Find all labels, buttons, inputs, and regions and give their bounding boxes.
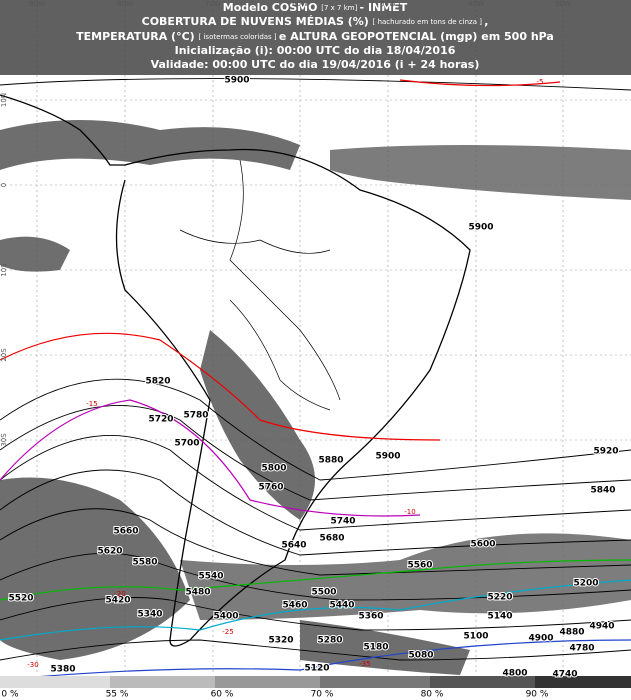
longitude-label: 50W [380, 0, 396, 8]
contour-label: 5880 [318, 456, 343, 466]
title-line: Inicialização (i): 00:00 UTC do dia 18/0… [175, 44, 456, 57]
borders [179, 159, 341, 411]
contour-label: 5780 [183, 411, 208, 421]
latitude-label: 0 [0, 183, 8, 187]
legend-label: 90 % [526, 690, 549, 700]
contour-label: 5320 [268, 636, 293, 646]
isotherm-label: -25 [222, 628, 233, 636]
title-line: COBERTURA DE NUVENS MÉDIAS (%) [ hachura… [142, 15, 489, 28]
contour-label: 5100 [463, 632, 488, 642]
contour-label: 4940 [589, 622, 614, 632]
contour-label: 5620 [97, 547, 122, 557]
title-part: , [484, 15, 488, 28]
title-line: Validade: 00:00 UTC do dia 19/04/2016 (i… [151, 58, 480, 71]
contour-label: 5820 [145, 377, 170, 387]
contour-label: 5280 [317, 636, 342, 646]
latitude-label: 10S [0, 263, 8, 277]
title-line: Modelo COSMO [7 x 7 km] - INMET [223, 1, 408, 14]
longitude-label: 30W [555, 0, 571, 8]
coastline [0, 94, 471, 647]
contour-label: 5460 [282, 601, 307, 611]
isotherm-label: -20 [114, 590, 125, 598]
contour-label: 5920 [593, 447, 618, 457]
contour-label: 5680 [319, 534, 344, 544]
contour-label: 5720 [148, 415, 173, 425]
isotherm-label: -30 [27, 661, 38, 669]
title-banner [0, 0, 631, 75]
contour-label: 5800 [261, 464, 286, 474]
contour-label: 5120 [304, 664, 329, 674]
contour-label: 5180 [363, 643, 388, 653]
longitude-label: 70W [205, 0, 221, 8]
latitude-label: 20S [0, 348, 8, 362]
isotherms [0, 79, 631, 681]
contour-label: 5900 [224, 76, 249, 86]
contour-label: 5440 [329, 601, 354, 611]
contour-label: 5200 [573, 579, 598, 589]
isotherm-label: -5 [537, 78, 544, 86]
contour-label: 5740 [330, 517, 355, 527]
latitude-label: 10N [0, 93, 8, 107]
grid [0, 0, 631, 675]
title-part: COBERTURA DE NUVENS MÉDIAS (%) [142, 15, 373, 28]
contour-label: 5760 [258, 483, 283, 493]
title-part: [ hachurado em tons de cinza ] [373, 18, 485, 26]
contour-label: 5360 [358, 612, 383, 622]
contour-label: 5580 [132, 558, 157, 568]
contour-label: 5500 [311, 588, 336, 598]
cloud-cover [0, 120, 631, 675]
legend-label: 0 % [1, 690, 19, 700]
contour-label: 5540 [198, 572, 223, 582]
legend-label: 55 % [106, 690, 129, 700]
contour-label: 4900 [528, 634, 553, 644]
contour-label: 5420 [105, 596, 130, 606]
legend-label: 70 % [311, 690, 334, 700]
contour-label: 5080 [408, 651, 433, 661]
contour-label: 5640 [281, 541, 306, 551]
title-part: Validade: 00:00 UTC do dia 19/04/2016 (i… [151, 58, 480, 71]
contour-label: 4780 [569, 644, 594, 654]
legend-label: 80 % [421, 690, 444, 700]
contour-label: 5900 [375, 452, 400, 462]
contour-label: 5340 [137, 610, 162, 620]
longitude-label: 40W [468, 0, 484, 8]
contour-label: 5560 [407, 561, 432, 571]
contour-label: 5220 [487, 593, 512, 603]
legend-bar [0, 676, 631, 688]
contour-label: 5600 [470, 540, 495, 550]
contour-label: 5700 [174, 439, 199, 449]
contour-label: 5840 [590, 486, 615, 496]
contour-label: 4800 [502, 669, 527, 679]
longitude-label: 90W [29, 0, 45, 8]
title-part: Modelo COSMO [223, 1, 321, 14]
title-part: TEMPERATURA (°C) [76, 30, 198, 43]
isotherm-label: -15 [86, 400, 97, 408]
contour-label: 5900 [468, 223, 493, 233]
contour-label: 5400 [213, 612, 238, 622]
isotherm-label: -35 [359, 660, 370, 668]
title-line: TEMPERATURA (°C) [ isotermas coloridas ]… [76, 30, 554, 43]
title-part: - INMET [360, 1, 408, 14]
latitude-label: 30S [0, 433, 8, 447]
title-part: Inicialização (i): 00:00 UTC do dia 18/0… [175, 44, 456, 57]
contour-label: 5660 [113, 527, 138, 537]
longitude-label: 80W [117, 0, 133, 8]
contour-label: 5520 [8, 594, 33, 604]
title-part: e ALTURA GEOPOTENCIAL (mgp) em 500 hPa [279, 30, 554, 43]
title-part: [ isotermas coloridas ] [199, 33, 279, 41]
contour-label: 5380 [50, 665, 75, 675]
contour-label: 4880 [559, 628, 584, 638]
legend-label: 60 % [211, 690, 234, 700]
contour-label: 5480 [185, 588, 210, 598]
title-part: [7 x 7 km] [321, 4, 359, 12]
contour-label: 4740 [552, 670, 577, 680]
contour-label: 5140 [487, 612, 512, 622]
longitude-label: 60W [292, 0, 308, 8]
isotherm-label: -10 [404, 508, 415, 516]
geopotential-contours [0, 78, 631, 661]
